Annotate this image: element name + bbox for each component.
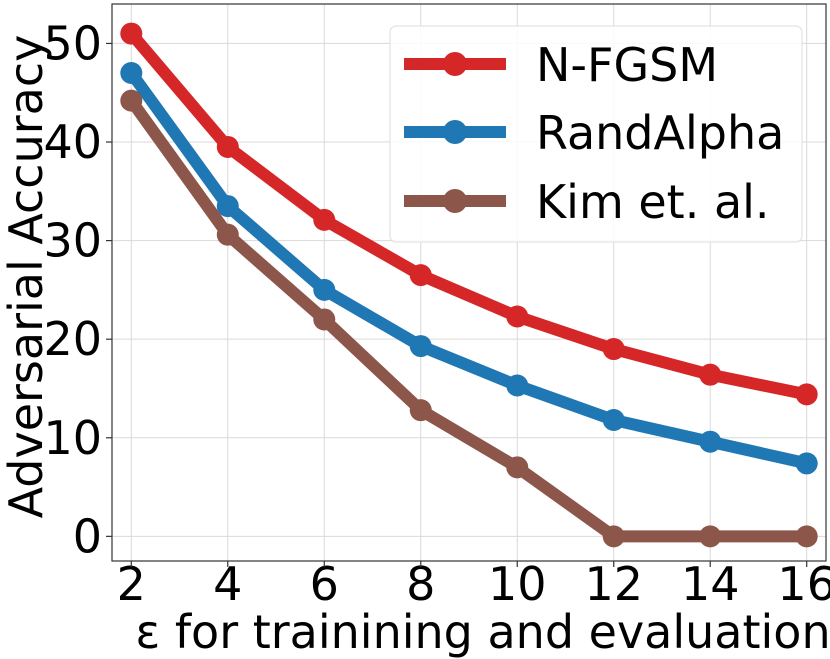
legend-label-n-fgsm: N-FGSM bbox=[536, 38, 718, 92]
legend-item-randalpha: RandAlpha bbox=[404, 106, 784, 160]
data-point bbox=[216, 223, 239, 246]
data-point bbox=[313, 308, 336, 331]
data-point bbox=[216, 195, 239, 218]
x-tick-label: 16 bbox=[777, 557, 830, 611]
data-point bbox=[602, 525, 625, 548]
data-point bbox=[120, 89, 143, 112]
series-n-fgsm bbox=[120, 22, 818, 406]
data-point bbox=[216, 135, 239, 158]
legend-item-kim-et-al: Kim et. al. bbox=[404, 175, 770, 229]
data-point bbox=[313, 208, 336, 231]
legend-label-randalpha: RandAlpha bbox=[536, 106, 784, 160]
legend-box bbox=[389, 25, 803, 243]
data-point bbox=[795, 452, 818, 475]
data-point bbox=[120, 22, 143, 45]
data-point bbox=[506, 305, 529, 328]
series-line bbox=[125, 67, 813, 470]
y-tick-label: 50 bbox=[43, 16, 102, 70]
data-point bbox=[313, 278, 336, 301]
legend: N-FGSM RandAlpha Kim et. al. bbox=[389, 25, 803, 243]
data-point bbox=[602, 338, 625, 361]
y-axis-label: Adversarial Accuracy bbox=[0, 35, 53, 519]
legend-swatch-marker bbox=[443, 52, 467, 76]
data-point bbox=[506, 456, 529, 479]
data-point bbox=[409, 335, 432, 358]
legend-swatch-marker bbox=[443, 189, 467, 213]
series-randalpha bbox=[120, 62, 818, 475]
y-tick-label: 30 bbox=[43, 214, 102, 268]
data-point bbox=[795, 383, 818, 406]
series-line bbox=[125, 27, 813, 401]
series-line bbox=[125, 94, 813, 543]
y-tick-label: 0 bbox=[73, 509, 102, 563]
data-point bbox=[795, 525, 818, 548]
legend-item-n-fgsm: N-FGSM bbox=[404, 38, 718, 92]
data-point bbox=[602, 409, 625, 432]
data-point bbox=[409, 264, 432, 287]
y-tick-label: 40 bbox=[43, 115, 102, 169]
series-layer bbox=[120, 22, 818, 548]
y-tick-label: 20 bbox=[43, 312, 102, 366]
series-kim-et-al bbox=[120, 89, 818, 548]
x-axis-label: ε for trainining and evaluation bbox=[135, 605, 830, 659]
plot-area-frame bbox=[111, 3, 827, 562]
data-point bbox=[699, 363, 722, 386]
data-point bbox=[699, 525, 722, 548]
legend-label-kim-et-al: Kim et. al. bbox=[536, 175, 770, 229]
data-point bbox=[699, 430, 722, 453]
data-point bbox=[409, 399, 432, 422]
data-point bbox=[506, 374, 529, 397]
data-point bbox=[120, 62, 143, 85]
legend-swatch-marker bbox=[443, 120, 467, 144]
y-tick-label: 10 bbox=[43, 411, 102, 465]
